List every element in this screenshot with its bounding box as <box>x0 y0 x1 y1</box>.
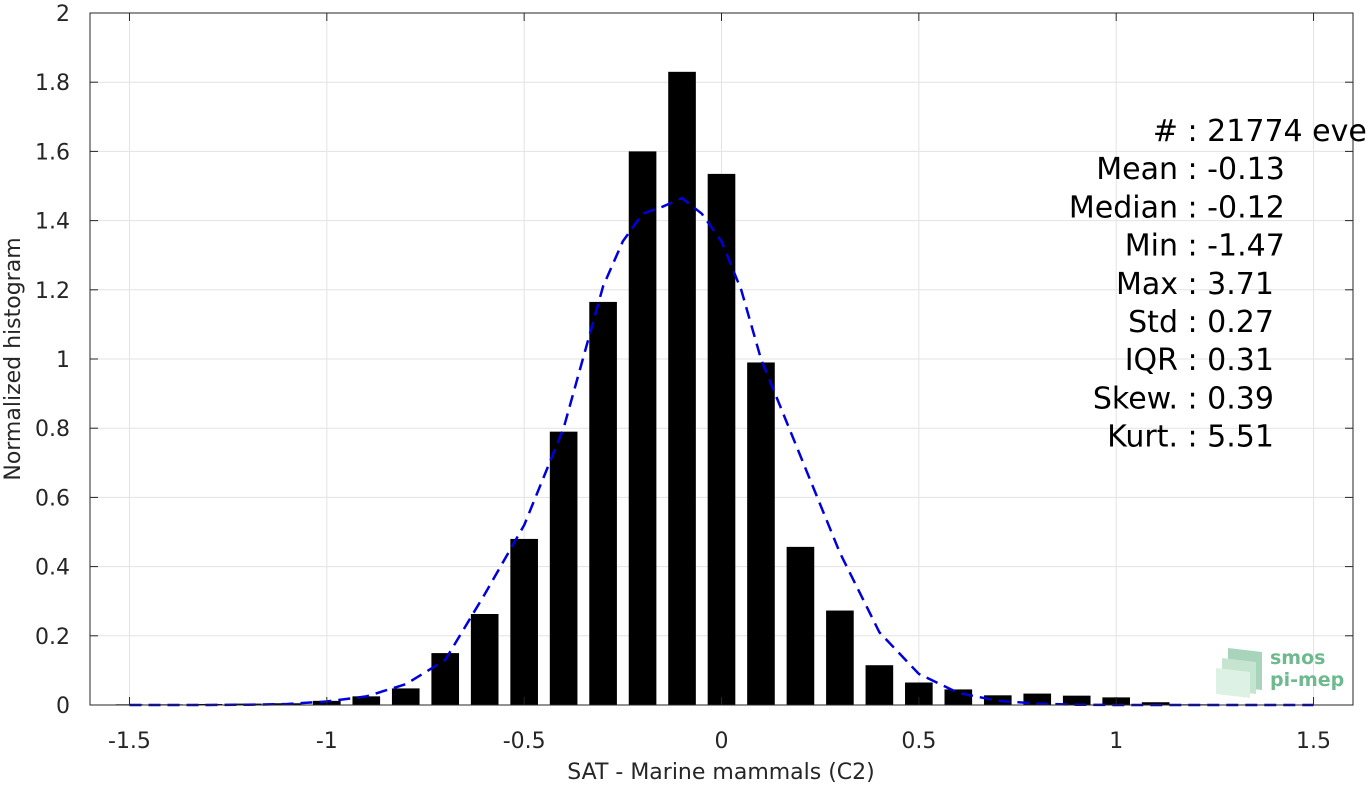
x-tick-label: 1.5 <box>1296 729 1331 754</box>
x-tick-label: -1 <box>316 729 338 754</box>
histogram-bar <box>510 538 538 705</box>
histogram-bar <box>747 362 775 705</box>
histogram-bar <box>786 546 815 705</box>
histogram-bars <box>115 71 1328 705</box>
x-tick-labels: -1.5 -1 -0.5 0 0.5 1 1.5 <box>108 729 1331 754</box>
stat-label: Max <box>1116 267 1178 302</box>
histogram-bar <box>905 682 933 705</box>
histogram-bar <box>826 610 854 705</box>
histogram-bar <box>668 71 696 705</box>
histogram-bar <box>707 173 736 705</box>
x-tick-label: -1.5 <box>108 729 151 754</box>
histogram-bar <box>983 695 1012 705</box>
stat-label: Median <box>1069 190 1178 225</box>
axis-ticks <box>90 12 1353 706</box>
histogram-bar <box>628 151 657 705</box>
y-tick-label: 0 <box>56 694 70 719</box>
fit-curve <box>129 196 1314 707</box>
x-tick-label: 0 <box>715 729 729 754</box>
y-tick-label: 0.8 <box>35 417 70 442</box>
stat-value: : -0.12 <box>1178 190 1285 225</box>
stat-value: : -1.47 <box>1178 229 1285 264</box>
histogram-bar <box>352 696 381 705</box>
logo-mark-icon <box>1216 648 1262 698</box>
stat-value: : 0.27 <box>1178 305 1274 340</box>
histogram-bar <box>1023 693 1052 705</box>
stat-value: : 3.71 <box>1178 267 1274 302</box>
smos-pi-mep-logo: smos pi-mep <box>1216 647 1344 698</box>
histogram-bar <box>865 665 894 705</box>
stat-value: : -0.13 <box>1178 152 1285 187</box>
histogram-bar <box>549 431 578 705</box>
stat-value: : 5.51 <box>1178 420 1274 455</box>
histogram-bar <box>1141 702 1170 705</box>
y-tick-label: 2 <box>56 2 70 27</box>
histogram-bar <box>944 689 973 705</box>
y-tick-labels: 0 0.2 0.4 0.6 0.8 1 1.2 1.4 1.6 1.8 2 <box>35 2 70 719</box>
y-tick-label: 0.4 <box>35 556 70 581</box>
x-tick-label: -0.5 <box>503 729 546 754</box>
stat-value: : 0.31 <box>1178 343 1274 378</box>
y-tick-label: 1.6 <box>35 140 70 165</box>
stat-label: Skew. <box>1093 381 1178 416</box>
stat-label: # <box>1153 114 1178 149</box>
stat-label: IQR <box>1125 343 1178 378</box>
y-tick-label: 1 <box>56 348 70 373</box>
histogram-bar <box>589 301 617 705</box>
histogram-bar <box>431 653 460 705</box>
stat-value: : 21774 events <box>1178 114 1367 149</box>
x-tick-label: 1 <box>1109 729 1123 754</box>
histogram-bar <box>1062 695 1091 705</box>
y-axis-title: Normalized histogram <box>1 237 26 480</box>
stat-label: Mean <box>1096 152 1178 187</box>
y-tick-label: 1.4 <box>35 210 70 235</box>
stat-label: Min <box>1125 229 1178 264</box>
y-tick-label: 1.2 <box>35 279 70 304</box>
stat-label: Std <box>1128 305 1178 340</box>
stat-label: Kurt. <box>1107 420 1178 455</box>
x-axis-title: SAT - Marine mammals (C2) <box>567 760 875 785</box>
logo-text-smos: smos <box>1270 647 1325 669</box>
stat-value: : 0.39 <box>1178 381 1274 416</box>
histogram-bar <box>391 688 420 705</box>
logo-text-pi-mep: pi-mep <box>1270 669 1344 691</box>
y-tick-label: 0.2 <box>35 625 70 650</box>
histogram-bar <box>470 614 499 705</box>
y-tick-label: 1.8 <box>35 71 70 96</box>
y-tick-label: 0.6 <box>35 486 70 511</box>
x-tick-label: 0.5 <box>901 729 936 754</box>
